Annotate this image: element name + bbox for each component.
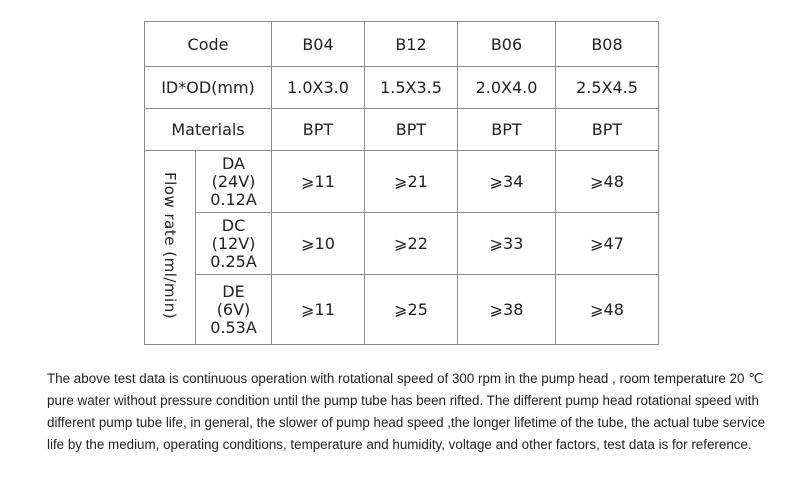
id-od-row: ID*OD(mm) 1.0X3.0 1.5X3.5 2.0X4.0 2.5X4.… — [144, 66, 659, 109]
code-row: Code B04 B12 B06 B08 — [144, 21, 659, 67]
test-note: The above test data is continuous operat… — [47, 371, 766, 452]
flow-value: ⩾48 — [555, 150, 659, 213]
material-cell: BPT — [457, 108, 556, 151]
materials-row: Materials BPT BPT BPT BPT — [144, 108, 659, 151]
materials-label: Materials — [144, 108, 272, 151]
code-cell: B06 — [457, 21, 556, 67]
id-od-cell: 2.5X4.5 — [555, 66, 659, 109]
flow-value: ⩾25 — [364, 274, 458, 345]
id-od-cell: 1.0X3.0 — [271, 66, 365, 109]
id-od-cell: 2.0X4.0 — [457, 66, 556, 109]
flow-value: ⩾11 — [271, 150, 365, 213]
flow-value: ⩾48 — [555, 274, 659, 345]
mode-code: DC — [221, 215, 246, 235]
flow-value: ⩾47 — [555, 212, 659, 275]
mode-current: 0.25A — [210, 251, 257, 271]
mode-cell-dc: DC (12V) 0.25A — [195, 212, 272, 275]
flow-rate-label-cell: Flow rate (ml/min) — [144, 150, 196, 345]
mode-code: DE — [222, 281, 245, 301]
mode-current: 0.12A — [210, 189, 257, 209]
code-cell: B12 — [364, 21, 458, 67]
material-cell: BPT — [364, 108, 458, 151]
flow-row-da: Flow rate (ml/min) DA (24V) 0.12A ⩾11 ⩾2… — [144, 150, 659, 345]
material-cell: BPT — [271, 108, 365, 151]
spec-table: Code B04 B12 B06 B08 ID*OD(mm) 1.0X3.0 1… — [144, 21, 659, 345]
flow-value: ⩾22 — [364, 212, 458, 275]
id-od-cell: 1.5X3.5 — [364, 66, 458, 109]
flow-value: ⩾21 — [364, 150, 458, 213]
flow-rate-label: Flow rate (ml/min) — [161, 171, 179, 320]
mode-current: 0.53A — [210, 317, 257, 337]
code-label: Code — [144, 21, 272, 67]
code-cell: B08 — [555, 21, 659, 67]
mode-voltage: (6V) — [216, 299, 251, 319]
mode-cell-de: DE (6V) 0.53A — [195, 274, 272, 345]
flow-value: ⩾34 — [457, 150, 556, 213]
id-od-label: ID*OD(mm) — [144, 66, 272, 109]
mode-cell-da: DA (24V) 0.12A — [195, 150, 272, 213]
mode-code: DA — [222, 153, 245, 173]
flow-value: ⩾38 — [457, 274, 556, 345]
mode-voltage: (12V) — [211, 233, 256, 253]
flow-value: ⩾33 — [457, 212, 556, 275]
flow-row-de: DE (6V) 0.53A ⩾11 ⩾25 ⩾38 ⩾48 — [145, 274, 659, 345]
material-cell: BPT — [555, 108, 659, 151]
flow-row-dc: DC (12V) 0.25A ⩾10 ⩾22 ⩾33 ⩾47 — [145, 212, 659, 275]
mode-voltage: (24V) — [211, 171, 256, 191]
code-cell: B04 — [271, 21, 365, 67]
flow-value: ⩾10 — [271, 212, 365, 275]
flow-value: ⩾11 — [271, 274, 365, 345]
